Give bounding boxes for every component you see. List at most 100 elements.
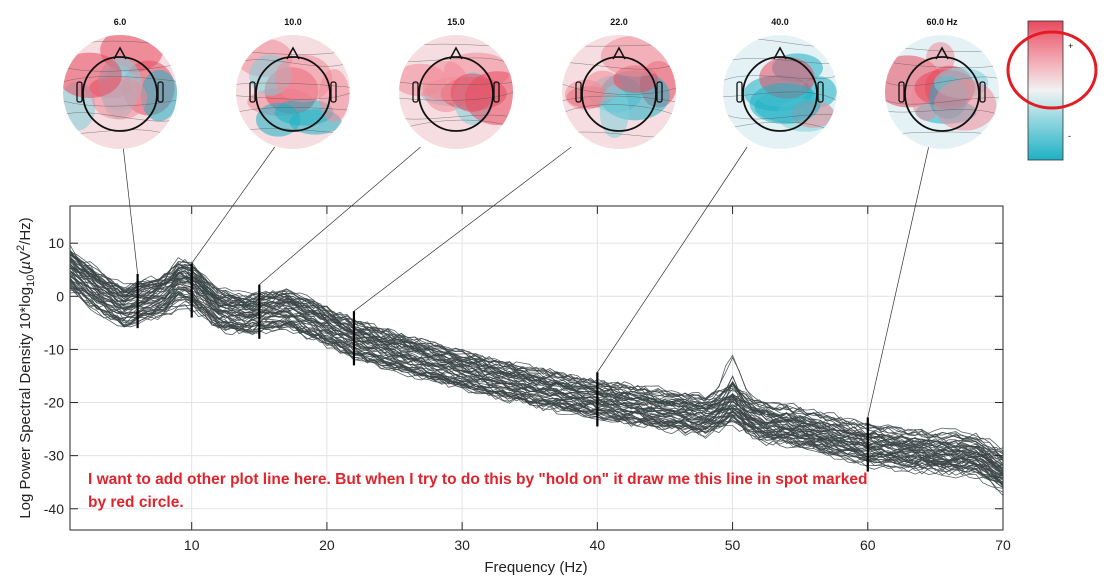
channel-spectrum-line xyxy=(69,291,1004,483)
x-tick-label: 40 xyxy=(590,537,606,553)
head-nose xyxy=(286,46,300,60)
colorbar-plus-label: + xyxy=(1068,41,1073,51)
topomap-contour xyxy=(63,112,177,122)
x-tick-label: 10 xyxy=(184,537,200,553)
topomap-contour xyxy=(236,92,350,100)
head-outline xyxy=(904,56,980,132)
topomap-blob xyxy=(399,63,447,97)
head-outline xyxy=(418,56,494,132)
topomap-contour xyxy=(723,91,837,102)
topomap-contour xyxy=(723,113,837,120)
x-tick-label: 30 xyxy=(454,537,470,553)
head-ear-right xyxy=(157,81,164,103)
channel-spectrum-line xyxy=(69,283,1004,485)
channel-spectrum-line xyxy=(69,244,1004,459)
frequency-markers xyxy=(136,263,869,472)
topomap-contour xyxy=(399,81,513,85)
topomap-label: 6.0 xyxy=(114,17,127,27)
channel-spectrum-line xyxy=(69,279,1004,483)
topomap-blob xyxy=(749,82,821,125)
topomap-contour xyxy=(236,82,350,88)
topomap-blob xyxy=(564,79,606,110)
topomap-contour xyxy=(562,83,676,95)
channel-spectrum-line xyxy=(69,254,1004,471)
topomap-connector-line xyxy=(122,146,138,275)
x-tick-label: 20 xyxy=(319,537,335,553)
channel-spectrum-line xyxy=(69,277,1004,489)
colorbar-minus-label: - xyxy=(1068,131,1071,141)
y-tick-label: 0 xyxy=(56,288,64,304)
topomap-contour xyxy=(236,107,350,113)
channel-spectrum-line xyxy=(69,257,1004,473)
head-ear-left xyxy=(76,81,83,103)
topomap-connector-line xyxy=(867,146,929,418)
head-ear-right xyxy=(979,81,986,103)
head-ear-left xyxy=(575,81,582,103)
topomap-contour xyxy=(236,59,350,67)
head-ear-left xyxy=(898,81,905,103)
axis-ticks: 10 20 30 40 50 60 70 10 0 -10 -20 -30 -40 xyxy=(44,206,1011,553)
topomap-contour xyxy=(885,61,999,68)
y-tick-label: -30 xyxy=(44,448,64,464)
topomap-blob xyxy=(63,52,122,98)
highlight-circle xyxy=(1006,30,1098,110)
topomap-label: 40.0 xyxy=(771,17,789,27)
head-ear-left xyxy=(412,81,419,103)
channel-spectrum-line xyxy=(69,262,1004,468)
head-outline xyxy=(255,56,331,132)
head-nose xyxy=(449,46,463,60)
head-ear-right xyxy=(493,81,500,103)
head-ear-right xyxy=(330,81,337,103)
y-tick-label: 10 xyxy=(48,235,64,251)
topomap-connectors xyxy=(122,146,929,418)
topomap-blob xyxy=(450,73,494,112)
topomap-connector-line xyxy=(597,146,748,373)
head-nose xyxy=(935,46,949,60)
head-nose xyxy=(113,46,127,60)
x-tick-label: 60 xyxy=(860,537,876,553)
topomaps: 6.0 10.0 15.0 22.0 40.0 60.0 Hz xyxy=(63,17,999,149)
topomap-connector-line xyxy=(191,146,276,264)
topomap-contour xyxy=(562,95,676,103)
topomap-contour xyxy=(63,64,177,72)
topomap-contour xyxy=(399,92,513,101)
topomap-contour xyxy=(562,104,676,116)
channel-spectrum-line xyxy=(69,257,1004,469)
x-tick-label: 70 xyxy=(995,537,1011,553)
channel-spectrum-line xyxy=(69,272,1004,475)
topomap-label: 10.0 xyxy=(284,17,302,27)
y-axis-label: Log Power Spectral Density 10*log10(µV2/… xyxy=(15,217,37,518)
topomap-blob xyxy=(599,85,630,139)
topomap-contour xyxy=(723,75,837,81)
x-tick-label: 50 xyxy=(725,537,741,553)
channel-spectrum-line xyxy=(69,287,1004,496)
topomap-blob xyxy=(934,79,997,131)
x-axis-label: Frequency (Hz) xyxy=(484,559,587,576)
head-ear-left xyxy=(249,81,256,103)
topomap-blob xyxy=(600,35,671,77)
annotation-note: I want to add other plot line here. But … xyxy=(88,471,868,511)
topomap-contour xyxy=(562,62,676,70)
head-ear-right xyxy=(817,81,824,103)
head-outline xyxy=(82,56,158,132)
topomap-contour xyxy=(399,114,513,120)
head-outline xyxy=(581,56,657,132)
topomap-contour xyxy=(723,58,837,64)
y-tick-label: -20 xyxy=(44,395,64,411)
topomap-label: 22.0 xyxy=(610,17,628,27)
channel-spectrum-line xyxy=(69,275,1004,493)
topomap-label: 15.0 xyxy=(447,17,465,27)
topomap-contour xyxy=(885,76,999,86)
head-nose xyxy=(773,46,787,60)
channel-spectrum-line xyxy=(69,287,1004,481)
topomap xyxy=(562,35,676,149)
y-tick-label: -40 xyxy=(44,501,64,517)
topomap xyxy=(885,35,999,149)
topomap-contour xyxy=(885,109,999,116)
colorbar: + - xyxy=(1027,20,1073,161)
topomap-contour xyxy=(63,99,177,107)
head-ear-right xyxy=(656,81,663,103)
head-ear-left xyxy=(736,81,743,103)
channel-spectrum-line xyxy=(69,254,1004,462)
